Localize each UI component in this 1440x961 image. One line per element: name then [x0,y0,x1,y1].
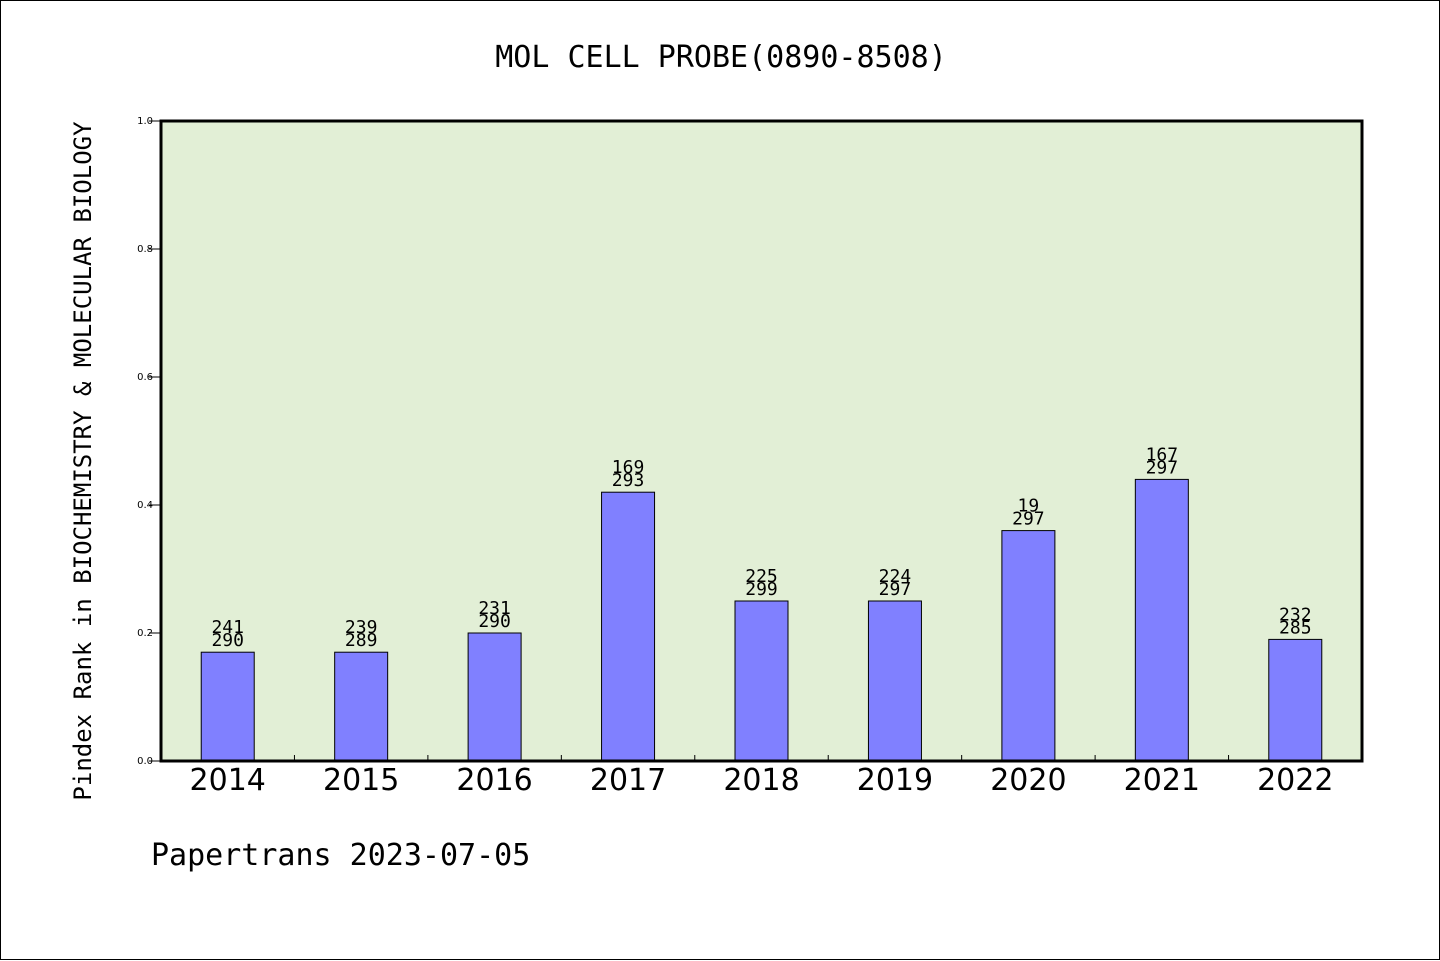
bar [200,651,255,762]
bar-rank-label: 232 [1279,604,1312,625]
x-tick-label: 2018 [723,763,799,798]
bar-rank-label: 239 [345,617,378,638]
plot-area: 0.00.20.40.60.81.02412902014239289201523… [137,116,1364,798]
y-tick-label: 0.6 [137,372,153,383]
bar-total-label: 293 [612,470,645,491]
x-tick-label: 2016 [456,763,532,798]
y-tick-label: 0.8 [137,244,153,255]
bar-total-label: 285 [1279,617,1312,638]
bar [1268,638,1323,762]
bar [334,651,389,762]
bar-total-label: 297 [1012,509,1045,530]
y-tick-label: 0.0 [137,756,153,767]
x-tick-label: 2015 [323,763,399,798]
x-tick-label: 2014 [190,763,266,798]
bar-rank-label: 231 [478,598,511,619]
x-tick-label: 2017 [590,763,666,798]
bar [734,600,789,762]
bar [601,491,656,762]
bar-total-label: 289 [345,630,378,651]
bar [1001,530,1056,762]
y-tick-label: 0.4 [137,500,153,511]
bar [867,600,922,762]
y-axis-label: Pindex Rank in BIOCHEMISTRY & MOLECULAR … [69,121,97,801]
plot-frame [159,119,1364,763]
footer-text: Papertrans 2023-07-05 [151,838,530,873]
bar-total-label: 290 [478,611,511,632]
bar-total-label: 297 [879,579,912,600]
y-tick-label: 1.0 [137,116,153,127]
bar-total-label: 290 [211,630,244,651]
chart-title: MOL CELL PROBE(0890-8508) [495,40,947,75]
bar [1134,478,1189,762]
y-tick-label: 0.2 [137,628,153,639]
bar-total-label: 297 [1146,457,1179,478]
bar [467,632,522,762]
x-tick-label: 2021 [1124,763,1200,798]
bar-rank-label: 19 [1018,496,1040,517]
bar-rank-label: 225 [745,566,778,587]
x-tick-label: 2022 [1257,763,1333,798]
x-tick-label: 2020 [990,763,1066,798]
x-tick-label: 2019 [857,763,933,798]
bar-total-label: 299 [745,579,778,600]
bar-rank-label: 167 [1146,444,1179,465]
bar-rank-label: 241 [211,617,244,638]
bar-rank-label: 224 [879,566,912,587]
bar-rank-label: 169 [612,457,645,478]
